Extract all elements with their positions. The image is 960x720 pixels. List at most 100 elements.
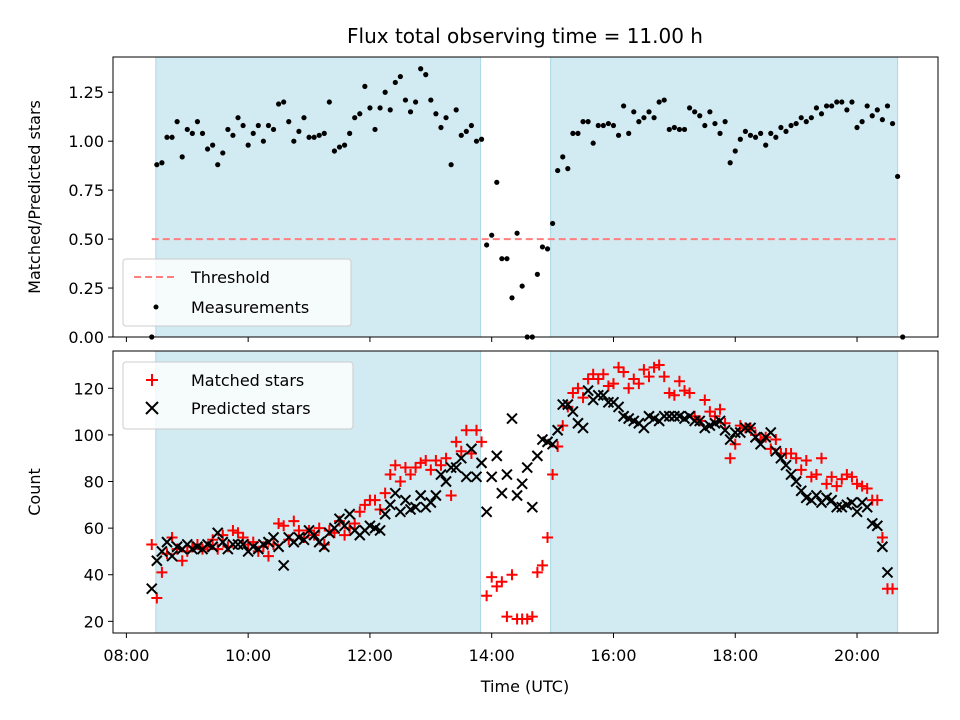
measurement-point <box>859 119 865 125</box>
predicted-stars-point <box>237 538 249 551</box>
predicted-stars-point <box>506 412 518 425</box>
count-plot-frame <box>112 350 939 634</box>
measurement-point <box>362 83 368 89</box>
count-legend: Matched stars Predicted stars <box>122 361 354 430</box>
matched-stars-point <box>770 434 782 446</box>
matched-stars-point <box>536 559 548 571</box>
measurement-point <box>296 128 302 135</box>
predicted-stars-point <box>465 443 478 455</box>
matched-stars-point <box>668 389 680 401</box>
chart-title: Flux total observing time = 11.00 h <box>347 24 703 48</box>
matched-stars-point <box>648 361 660 373</box>
matched-stars-point <box>846 471 858 483</box>
matched-stars-point <box>450 436 462 448</box>
count-x-tick-label: 14:00 <box>469 646 515 665</box>
predicted-stars-point <box>775 452 787 464</box>
predicted-stars-point <box>516 478 528 490</box>
measurement-point <box>189 130 195 136</box>
predicted-stars-point <box>374 524 386 537</box>
matched-stars-point <box>724 452 736 464</box>
measurement-point <box>605 120 612 127</box>
measurement-point <box>423 72 429 78</box>
count-x-tick-label: 08:00 <box>103 646 149 665</box>
measurement-point <box>534 271 540 277</box>
measurement-point <box>610 122 617 129</box>
measurement-point <box>747 132 754 138</box>
count-y-tick-label: 100 <box>73 426 104 445</box>
matched-stars-point <box>415 457 427 469</box>
measurement-point <box>773 134 779 140</box>
measurement-point <box>539 244 546 250</box>
measurement-point <box>818 111 825 117</box>
count-x-tick-label: 18:00 <box>712 646 758 665</box>
measurement-point <box>702 122 708 129</box>
measurement-point <box>742 128 748 135</box>
measurement-point <box>199 130 206 136</box>
measurement-point <box>844 107 850 113</box>
matched-stars-point <box>288 515 300 527</box>
measurement-point <box>783 128 789 135</box>
predicted-stars-point <box>166 550 178 562</box>
measurement-point <box>874 107 880 113</box>
measurement-point <box>169 134 175 140</box>
measurement-point <box>519 283 525 289</box>
measurement-point <box>392 79 398 86</box>
count-x-tick-label: 12:00 <box>347 646 393 665</box>
measurement-point <box>839 99 845 105</box>
measurement-point <box>387 107 393 113</box>
predicted-stars-point <box>343 508 356 520</box>
ratio-y-axis-label: Matched/Predicted stars <box>25 100 44 294</box>
matched-stars-point <box>262 550 274 562</box>
measurement-point <box>565 166 571 172</box>
predicted-stars-point <box>780 459 792 471</box>
measurement-point <box>499 256 505 262</box>
measurement-point <box>656 99 662 105</box>
predicted-stars-point <box>435 468 447 481</box>
measurement-point <box>681 126 688 133</box>
predicted-stars-point <box>871 520 884 532</box>
measurement-point <box>793 120 799 127</box>
predicted-stars-point <box>765 426 777 439</box>
measurement-point <box>179 154 185 160</box>
measurement-point <box>453 107 459 113</box>
matched-stars-point <box>394 476 406 488</box>
predicted-stars-point <box>861 501 873 513</box>
matched-stars-point <box>821 478 833 490</box>
measurement-point <box>336 144 343 150</box>
measurement-point <box>382 89 388 95</box>
matched-stars-point <box>521 613 533 625</box>
count-x-tick-label: 16:00 <box>590 646 636 665</box>
matched-stars-point <box>876 531 888 543</box>
matched-stars-point <box>679 385 691 397</box>
matched-stars-point <box>663 387 675 399</box>
measurement-point <box>357 111 363 117</box>
predicted-stars-point <box>394 506 407 518</box>
predicted-stars-point <box>277 559 290 572</box>
count-y-tick-label: 80 <box>84 473 104 492</box>
predicted-stars-point <box>795 485 807 497</box>
matched-stars-point <box>800 455 812 467</box>
predicted-stars-point <box>546 438 559 450</box>
measurement-point <box>367 105 373 111</box>
matched-stars-point <box>227 524 239 536</box>
matched-stars-point <box>445 489 457 501</box>
measurement-point <box>407 109 414 115</box>
measurement-point <box>808 115 814 121</box>
predicted-stars-point <box>790 475 802 488</box>
matched-stars-point <box>623 382 635 394</box>
measurement-point <box>438 124 444 131</box>
predicted-stars-point <box>562 398 574 411</box>
predicted-stars-point <box>328 522 341 534</box>
measurement-point <box>722 119 728 125</box>
predicted-stars-point <box>501 468 513 481</box>
measurement-point <box>580 119 586 125</box>
measurement-point <box>544 246 551 252</box>
predicted-stars-point <box>470 471 483 483</box>
matched-stars-point <box>699 394 711 406</box>
matched-stars-point <box>399 462 411 474</box>
matched-legend-label: Matched stars <box>191 371 304 390</box>
matched-stars-point <box>643 371 655 383</box>
predicted-stars-point <box>232 538 244 551</box>
predicted-stars-point <box>212 527 224 539</box>
predicted-stars-point <box>714 415 726 427</box>
